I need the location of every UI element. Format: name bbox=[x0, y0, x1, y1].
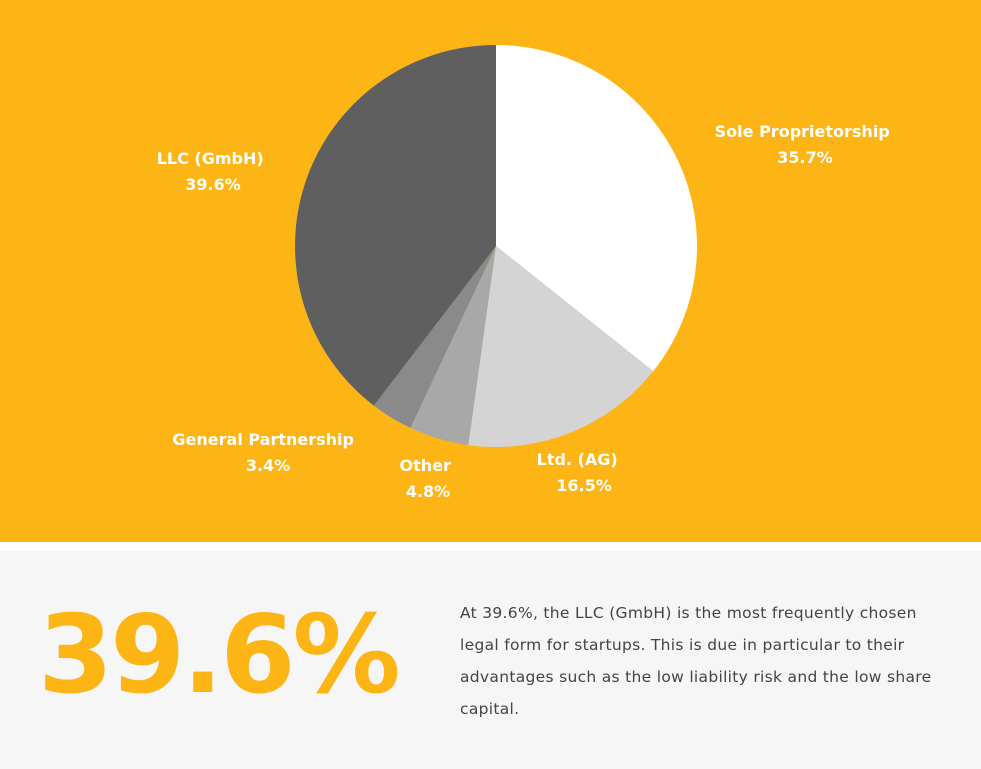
svg-text:Other 4.8%: Other 4.8% bbox=[400, 456, 457, 501]
svg-text:LLC (GmbH) 39.6%: LLC (GmbH) 39.6% bbox=[157, 149, 270, 194]
value-general-partnership: 3.4% bbox=[246, 456, 290, 475]
value-llc-gmbh: 39.6% bbox=[185, 175, 241, 194]
highlight-description: At 39.6%, the LLC (GmbH) is the most fre… bbox=[460, 604, 932, 718]
label-other: Other bbox=[400, 456, 451, 475]
label-sole-proprietorship: Sole Proprietorship bbox=[715, 122, 890, 141]
pie-labels: Sole Proprietorship 35.7% Ltd. (AG) 16.5… bbox=[157, 122, 896, 501]
svg-text:Ltd. (AG) 16.5%: Ltd. (AG) 16.5% bbox=[537, 450, 624, 495]
slice-general-partnership bbox=[373, 246, 496, 428]
value-sole-proprietorship: 35.7% bbox=[777, 148, 833, 167]
slice-other bbox=[410, 246, 496, 446]
highlight-value: 39.6% bbox=[38, 593, 401, 718]
pie-slices bbox=[295, 45, 697, 447]
label-general-partnership: General Partnership bbox=[172, 430, 354, 449]
chart-panel: Sole Proprietorship 35.7% Ltd. (AG) 16.5… bbox=[0, 0, 981, 542]
value-ltd-ag: 16.5% bbox=[556, 476, 612, 495]
pie-chart: Sole Proprietorship 35.7% Ltd. (AG) 16.5… bbox=[157, 45, 896, 501]
value-other: 4.8% bbox=[406, 482, 450, 501]
svg-text:General Partnership 3.: General Partnership 3.4% bbox=[172, 430, 359, 475]
label-ltd-ag: Ltd. (AG) bbox=[537, 450, 618, 469]
label-llc-gmbh: LLC (GmbH) bbox=[157, 149, 264, 168]
svg-text:Sole Proprietorship 35: Sole Proprietorship 35.7% bbox=[715, 122, 896, 167]
slice-llc-gmbh bbox=[295, 45, 496, 406]
highlight-panel: 39.6% At 39.6%, the LLC (GmbH) is the mo… bbox=[0, 551, 981, 769]
slice-sole-proprietorship bbox=[496, 45, 697, 372]
slice-ltd-ag bbox=[468, 246, 654, 447]
